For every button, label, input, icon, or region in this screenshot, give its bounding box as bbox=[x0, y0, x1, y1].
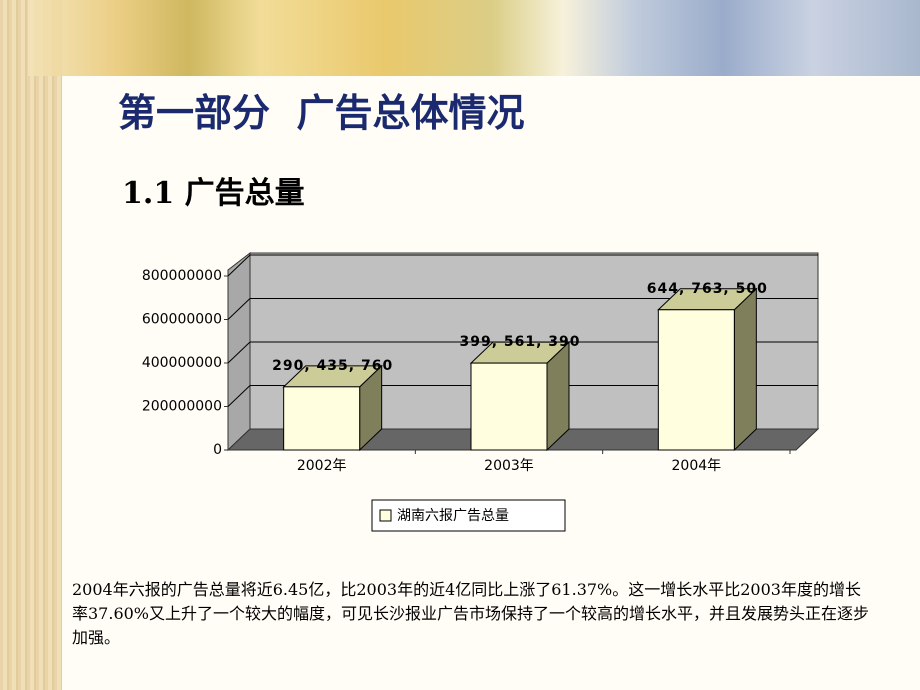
bar bbox=[470, 362, 548, 451]
description: 2004年六报的广告总量将近6.45亿，比2003年的近4亿同比上涨了61.37… bbox=[72, 580, 870, 647]
x-tick-label: 2004年 bbox=[672, 458, 722, 474]
x-tick-label: 2003年 bbox=[484, 458, 534, 474]
y-tick-label: 200000000 bbox=[142, 399, 222, 415]
grid-line bbox=[227, 298, 251, 320]
value-label: 290, 435, 760 bbox=[272, 358, 393, 374]
decor-strip bbox=[0, 0, 62, 690]
bar bbox=[657, 309, 735, 451]
side-wall bbox=[227, 251, 251, 452]
bar bbox=[283, 386, 361, 451]
y-tick-label: 800000000 bbox=[142, 268, 222, 284]
value-label: 644, 763, 500 bbox=[647, 281, 768, 297]
y-tick-label: 400000000 bbox=[142, 355, 222, 371]
grid-line bbox=[227, 385, 251, 407]
decor-banner bbox=[28, 0, 920, 76]
slide-title: 第一部分 广告总体情况 bbox=[118, 91, 525, 135]
value-label: 399, 561, 390 bbox=[459, 334, 580, 350]
y-tick-label: 0 bbox=[213, 442, 222, 458]
legend-swatch bbox=[379, 509, 392, 522]
x-tick-label: 2002年 bbox=[297, 458, 347, 474]
y-tick-label: 600000000 bbox=[142, 312, 222, 328]
slide-subtitle: 1.1 广告总量 bbox=[122, 176, 305, 211]
legend-label: 湖南六报广告总量 bbox=[397, 508, 509, 524]
grid-line bbox=[227, 254, 251, 277]
legend-box bbox=[371, 499, 566, 532]
bar-side bbox=[733, 287, 757, 452]
grid-line bbox=[227, 341, 251, 364]
